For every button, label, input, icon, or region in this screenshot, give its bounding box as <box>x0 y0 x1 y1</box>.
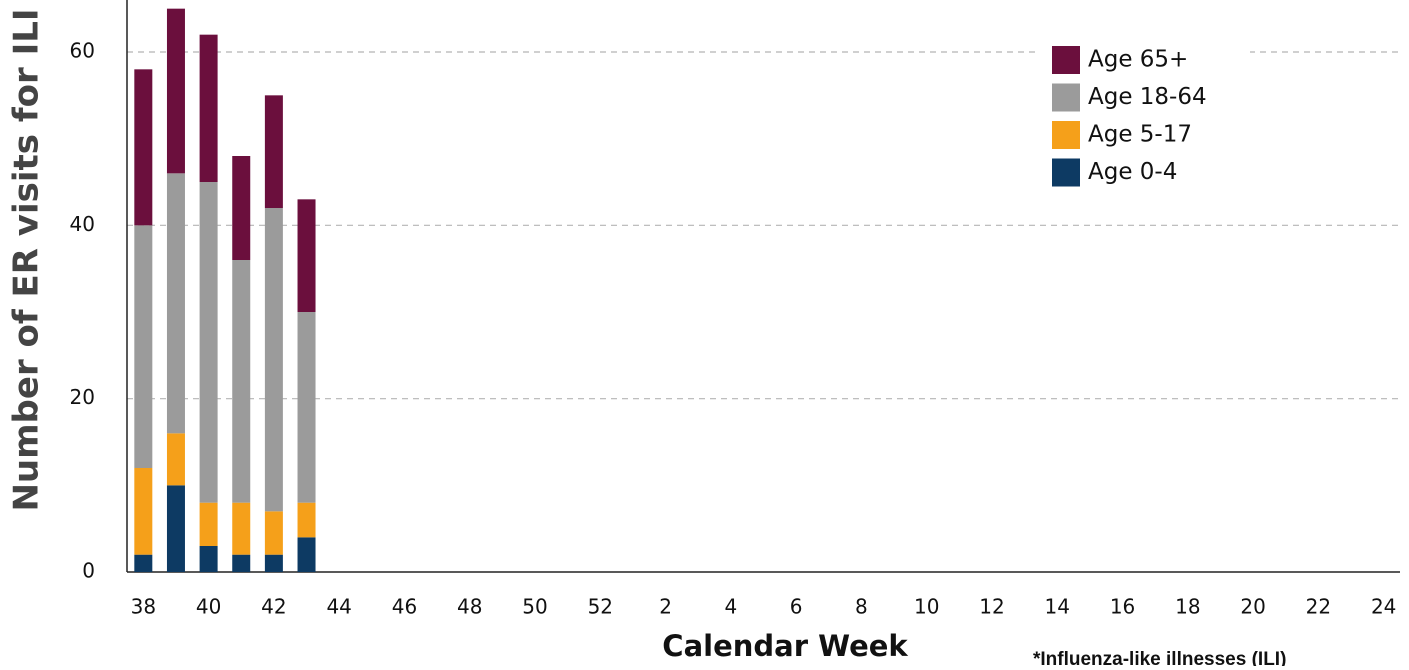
x-tick-label: 50 <box>522 595 547 619</box>
x-tick-label: 2 <box>659 595 672 619</box>
bar-segment <box>134 69 153 226</box>
bar-segment <box>264 95 283 208</box>
y-tick-label: 60 <box>70 39 95 63</box>
bar-segment <box>297 537 316 572</box>
bar-segment <box>232 156 251 260</box>
x-tick-label: 46 <box>392 595 417 619</box>
x-tick-label: 4 <box>724 595 737 619</box>
x-tick-label: 38 <box>131 595 156 619</box>
x-tick-label: 14 <box>1045 595 1070 619</box>
y-tick-label: 40 <box>70 212 95 236</box>
legend-swatch <box>1052 83 1080 112</box>
x-tick-label: 42 <box>261 595 286 619</box>
x-tick-label: 22 <box>1306 595 1331 619</box>
x-tick-label: 8 <box>855 595 868 619</box>
legend-label: Age 5-17 <box>1088 122 1192 148</box>
legend-swatch <box>1052 121 1080 149</box>
x-tick-label: 10 <box>914 595 939 619</box>
bar-segment <box>199 502 218 546</box>
x-tick-label: 18 <box>1175 595 1200 619</box>
bar-segment <box>297 199 316 312</box>
x-tick-label: 20 <box>1240 595 1265 619</box>
x-tick-label: 52 <box>588 595 613 619</box>
legend-label: Age 65+ <box>1088 47 1188 73</box>
bar-segment <box>199 546 218 572</box>
bar-segment <box>166 173 185 434</box>
x-tick-label: 40 <box>196 595 221 619</box>
legend-swatch <box>1052 46 1080 74</box>
bar-segment <box>166 433 185 486</box>
legend-label: Age 0-4 <box>1088 159 1177 185</box>
bar-segment <box>264 554 283 572</box>
bar-segment <box>199 34 218 182</box>
bar-segment <box>264 511 283 555</box>
bar-segment <box>232 502 251 555</box>
x-tick-label: 16 <box>1110 595 1135 619</box>
legend-label: Age 18-64 <box>1088 84 1207 110</box>
y-tick-label: 20 <box>70 385 95 409</box>
x-tick-label: 12 <box>979 595 1004 619</box>
bar-segment <box>297 312 316 503</box>
bar-segment <box>166 8 185 174</box>
bar-segment <box>297 502 316 538</box>
bar-segment <box>264 208 283 512</box>
x-axis-label: Calendar Week <box>662 629 908 663</box>
bar-segment <box>166 485 185 572</box>
bar-segment <box>134 225 153 468</box>
footnote: *Influenza-like illnesses (ILI) <box>1033 649 1286 666</box>
y-axis-label: Number of ER visits for ILI <box>7 8 47 511</box>
x-tick-label: 24 <box>1371 595 1396 619</box>
y-tick-label: 0 <box>82 559 95 583</box>
x-tick-label: 6 <box>790 595 803 619</box>
bar-segment <box>134 554 153 572</box>
bar-segment <box>232 260 251 503</box>
bar-segment <box>134 468 153 555</box>
bar-segment <box>199 182 218 503</box>
legend-swatch <box>1052 158 1080 187</box>
x-tick-label: 48 <box>457 595 482 619</box>
x-tick-label: 44 <box>326 595 351 619</box>
bar-segment <box>232 554 251 572</box>
